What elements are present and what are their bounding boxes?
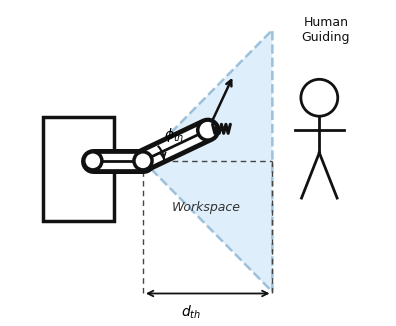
Text: $\phi_{th}$: $\phi_{th}$ bbox=[164, 126, 185, 144]
Bar bbox=[43, 117, 114, 221]
Text: $d_{th}$: $d_{th}$ bbox=[181, 303, 202, 320]
Circle shape bbox=[198, 120, 218, 140]
Text: Workspace: Workspace bbox=[171, 201, 241, 214]
Polygon shape bbox=[143, 30, 272, 292]
Text: Human
Guiding: Human Guiding bbox=[301, 16, 350, 44]
Circle shape bbox=[84, 152, 102, 170]
Circle shape bbox=[301, 79, 338, 116]
Circle shape bbox=[134, 152, 152, 170]
